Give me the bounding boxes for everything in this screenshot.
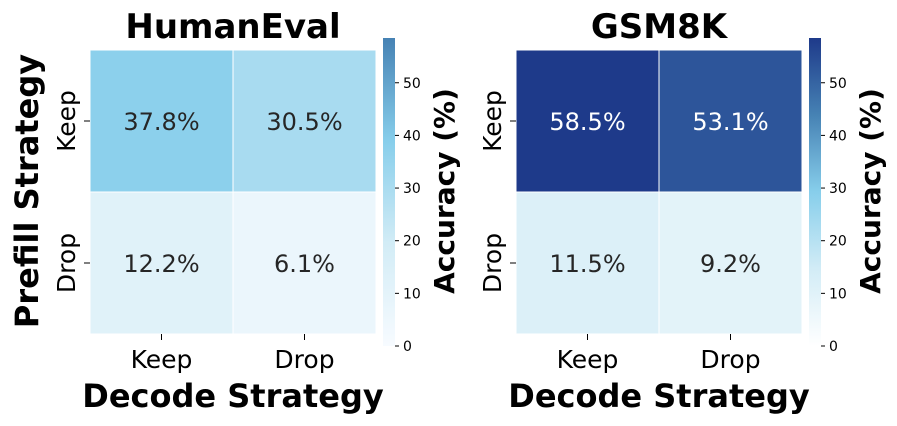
colorbar-tick-label: 50 — [829, 76, 847, 92]
x-axis-label: Decode Strategy — [508, 377, 810, 415]
colorbar-tick-label: 30 — [403, 181, 421, 197]
colorbar: 0 10 20 30 40 50 — [809, 38, 847, 355]
colorbar-tick-label: 20 — [829, 234, 847, 250]
colorbar-tick-label: 20 — [403, 234, 421, 250]
heatmap-cell-drop-keep — [89, 191, 234, 335]
heatmap-cell-drop-drop — [658, 191, 803, 335]
x-tick-label: Drop — [274, 345, 334, 374]
colorbar-tick-label: 40 — [403, 128, 421, 144]
colorbar-tick-label: 50 — [403, 76, 421, 92]
heatmap-cells: 37.8% 30.5% 12.2% 6.1% — [89, 49, 377, 335]
y-tick-label: Drop — [478, 233, 507, 293]
cell-value-label: 9.2% — [700, 250, 761, 278]
axis-ticks: Keep Drop Keep Drop — [52, 90, 335, 374]
cell-value-label: 11.5% — [549, 250, 625, 278]
x-tick-label: Drop — [700, 345, 760, 374]
y-tick-label: Drop — [52, 233, 81, 293]
x-tick-label: Keep — [131, 345, 193, 374]
cell-value-label: 6.1% — [274, 250, 335, 278]
heatmap-cell-keep-drop — [658, 49, 803, 193]
cell-value-label: 53.1% — [692, 108, 768, 136]
colorbar: 0 10 20 30 40 50 — [383, 38, 421, 355]
colorbar-label: Accuracy (%) — [428, 88, 461, 294]
heatmap-cell-keep-keep — [89, 49, 234, 193]
heatmap-cell-keep-keep — [515, 49, 660, 193]
colorbar-tick-label: 0 — [403, 339, 412, 355]
colorbar-label: Accuracy (%) — [854, 88, 887, 294]
heatmap-cells: 58.5% 53.1% 11.5% 9.2% — [515, 49, 803, 335]
colorbar-tick-label: 10 — [829, 286, 847, 302]
x-axis-label: Decode Strategy — [82, 377, 384, 415]
heatmap-cell-drop-keep — [515, 191, 660, 335]
colorbar-tick-label: 40 — [829, 128, 847, 144]
colorbar-tick-label: 30 — [829, 181, 847, 197]
y-tick-label: Keep — [52, 90, 81, 152]
heatmap-cell-drop-drop — [232, 191, 377, 335]
cell-value-label: 37.8% — [123, 108, 199, 136]
gsm8k-panel: GSM8K Decode Strategy 58.5% 53.1% 11.5% 9.2… — [478, 7, 887, 415]
chart-title: GSM8K — [591, 7, 729, 47]
chart-title: HumanEval — [125, 7, 340, 47]
cell-value-label: 30.5% — [266, 108, 342, 136]
colorbar-gradient — [809, 38, 821, 346]
humaneval-panel: HumanEval Prefill Strategy Decode Strate… — [8, 7, 461, 415]
colorbar-gradient — [383, 38, 395, 346]
cell-value-label: 12.2% — [123, 250, 199, 278]
y-tick-label: Keep — [478, 90, 507, 152]
axis-ticks: Keep Drop Keep Drop — [478, 90, 761, 374]
heatmap-cell-keep-drop — [232, 49, 377, 193]
x-tick-label: Keep — [557, 345, 619, 374]
y-axis-label: Prefill Strategy — [8, 54, 46, 328]
colorbar-tick-label: 10 — [403, 286, 421, 302]
cell-value-label: 58.5% — [549, 108, 625, 136]
colorbar-tick-label: 0 — [829, 339, 838, 355]
